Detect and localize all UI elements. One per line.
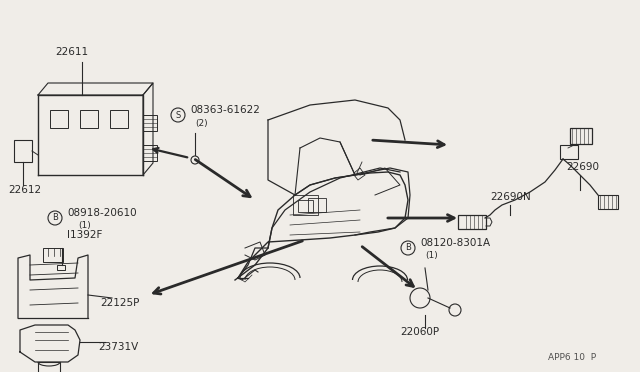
Bar	[308, 198, 326, 212]
Text: APP6 10  P: APP6 10 P	[548, 353, 596, 362]
Text: 22690N: 22690N	[490, 192, 531, 202]
Text: 08363-61622: 08363-61622	[190, 105, 260, 115]
Bar	[50, 110, 68, 128]
Text: (1): (1)	[425, 251, 438, 260]
Text: (2): (2)	[195, 119, 207, 128]
Text: S: S	[175, 110, 180, 119]
Text: 08120-8301A: 08120-8301A	[420, 238, 490, 248]
Bar	[560, 145, 578, 159]
Bar	[14, 140, 32, 162]
Text: 08918-20610: 08918-20610	[67, 208, 136, 218]
Text: B: B	[405, 244, 411, 253]
Bar	[110, 110, 128, 128]
Text: (1): (1)	[78, 221, 91, 230]
Bar	[598, 195, 618, 209]
Bar	[80, 110, 98, 128]
Text: 22612: 22612	[8, 185, 41, 195]
Bar	[458, 215, 486, 229]
Text: 22611: 22611	[55, 47, 88, 57]
Text: 22690: 22690	[566, 162, 599, 172]
Bar	[43, 248, 63, 262]
Bar	[293, 195, 318, 215]
Bar	[57, 265, 65, 270]
Text: l1392F: l1392F	[67, 230, 102, 240]
Text: 22060P: 22060P	[400, 327, 439, 337]
Text: B: B	[52, 214, 58, 222]
Bar	[143, 145, 157, 161]
Bar	[38, 362, 60, 372]
Bar	[570, 128, 592, 144]
Bar	[298, 200, 313, 212]
Text: 22125P: 22125P	[100, 298, 140, 308]
Bar	[143, 115, 157, 131]
Text: 23731V: 23731V	[98, 342, 138, 352]
